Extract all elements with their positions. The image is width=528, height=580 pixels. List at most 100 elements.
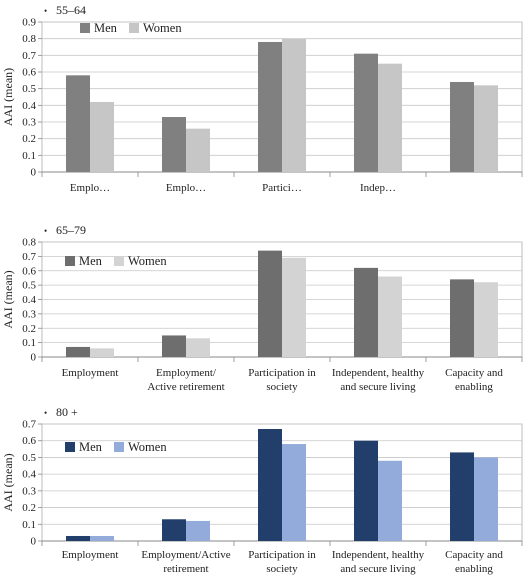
- bar-women: [474, 85, 498, 172]
- y-tick-label: 0.2: [22, 323, 36, 335]
- panel-title: 55–64: [56, 3, 86, 17]
- x-tick-label: Employment: [62, 549, 119, 561]
- x-tick-label: and secure living: [340, 563, 416, 575]
- bar-women: [378, 63, 402, 172]
- bar-women: [378, 460, 402, 541]
- bar-men: [66, 75, 90, 172]
- bar-women: [474, 282, 498, 357]
- legend-label-women: Women: [128, 440, 167, 454]
- panel-bullet: •: [44, 6, 47, 16]
- x-tick-label: Independent, healthy: [332, 549, 425, 561]
- panel-title: 80 +: [56, 405, 78, 419]
- bar-women: [90, 348, 114, 357]
- bar-women: [378, 276, 402, 357]
- y-tick-label: 0.2: [22, 133, 36, 145]
- bar-men: [162, 335, 186, 357]
- y-tick-label: 0.2: [22, 502, 36, 514]
- y-tick-label: 0.6: [22, 67, 36, 79]
- legend-label-men: Men: [79, 440, 103, 454]
- x-tick-label: enabling: [455, 381, 493, 393]
- x-tick-label: Partici…: [262, 182, 302, 194]
- y-tick-label: 0.1: [22, 519, 36, 531]
- y-tick-label: 0.3: [22, 308, 36, 320]
- panel-title: 65–79: [56, 223, 86, 237]
- y-tick-label: 0.7: [22, 50, 36, 62]
- bar-women: [186, 520, 210, 541]
- chart-panel-2: 0 0.1 0.2 0.3 0.4 0.5 0.6 0.7 0.8 Employment Emplo…: [1, 223, 523, 393]
- x-tick-label: Active retirement: [147, 381, 224, 393]
- legend-label-women: Women: [128, 254, 167, 268]
- x-tick-label: Independent, healthy: [332, 367, 425, 379]
- x-tick-label: Participation in: [248, 549, 316, 561]
- y-tick-label: 0.8: [22, 33, 36, 45]
- x-tick-label: Employment/: [156, 367, 217, 379]
- y-tick-label: 0.7: [22, 419, 36, 431]
- y-tick-label: 0.3: [22, 117, 36, 129]
- y-tick-label: 0.5: [22, 452, 36, 464]
- y-axis-label: AAI (mean): [1, 453, 15, 511]
- y-tick-label: 0.1: [22, 337, 36, 349]
- bar-men: [258, 42, 282, 172]
- bar-women: [186, 338, 210, 357]
- bar-women: [282, 444, 306, 541]
- y-tick-label: 0.8: [22, 237, 36, 249]
- bar-men: [66, 535, 90, 541]
- bar-men: [162, 117, 186, 172]
- legend-label-men: Men: [79, 254, 103, 268]
- bar-men: [354, 267, 378, 357]
- x-tick-label: society: [266, 563, 298, 575]
- y-tick-label: 0.7: [22, 251, 36, 263]
- legend-swatch-women: [114, 256, 124, 266]
- bar-men: [450, 82, 474, 172]
- x-tick-label: Employment: [62, 367, 119, 379]
- y-axis-label: AAI (mean): [1, 68, 15, 126]
- y-axis-label: AAI (mean): [1, 270, 15, 328]
- bar-men: [450, 452, 474, 541]
- y-tick-label: 0.5: [22, 83, 36, 95]
- x-tick-label: Capacity and: [445, 367, 503, 379]
- legend-label-women: Women: [143, 21, 182, 35]
- y-tick-label: 0.1: [22, 150, 36, 162]
- legend-swatch-men: [80, 23, 90, 33]
- chart-panel-3: 0 0.1 0.2 0.3 0.4 0.5 0.6 0.7 Employment Employme…: [1, 405, 523, 575]
- x-tick-label: Participation in: [248, 367, 316, 379]
- legend-swatch-women: [129, 23, 139, 33]
- bar-men: [66, 346, 90, 357]
- bar-men: [354, 440, 378, 541]
- bar-women: [90, 535, 114, 541]
- y-tick-label: 0.6: [22, 435, 36, 447]
- x-tick-label: retirement: [163, 563, 208, 575]
- x-tick-label: enabling: [455, 563, 493, 575]
- y-tick-label: 0.5: [22, 280, 36, 292]
- legend-swatch-women: [114, 442, 124, 452]
- chart-panel-1: 0 0.1 0.2 0.3 0.4 0.5 0.6 0.7 0.8 0.9 Emplo… Emplo……: [1, 3, 523, 194]
- y-tick-label: 0.4: [22, 469, 36, 481]
- y-tick-label: 0.4: [22, 100, 36, 112]
- bar-women: [186, 128, 210, 172]
- legend-label-men: Men: [94, 21, 118, 35]
- y-tick-label: 0: [31, 167, 37, 179]
- bar-men: [354, 53, 378, 172]
- legend-swatch-men: [65, 256, 75, 266]
- legend-swatch-men: [65, 442, 75, 452]
- bar-women: [282, 257, 306, 357]
- panel-bullet: •: [44, 226, 47, 236]
- x-tick-label: Capacity and: [445, 549, 503, 561]
- x-tick-label: Emplo…: [166, 182, 206, 194]
- x-tick-label: society: [266, 381, 298, 393]
- bar-men: [450, 279, 474, 357]
- x-tick-label: Employment/Active: [141, 549, 230, 561]
- y-tick-label: 0.9: [22, 17, 36, 29]
- panel-bullet: •: [44, 408, 47, 418]
- bar-women: [474, 457, 498, 541]
- bar-women: [282, 38, 306, 172]
- x-tick-label: and secure living: [340, 381, 416, 393]
- x-tick-label: Indep…: [360, 182, 396, 194]
- y-tick-label: 0.6: [22, 265, 36, 277]
- y-tick-label: 0.4: [22, 294, 36, 306]
- y-tick-label: 0: [31, 352, 37, 364]
- bar-men: [258, 250, 282, 357]
- y-tick-label: 0.3: [22, 485, 36, 497]
